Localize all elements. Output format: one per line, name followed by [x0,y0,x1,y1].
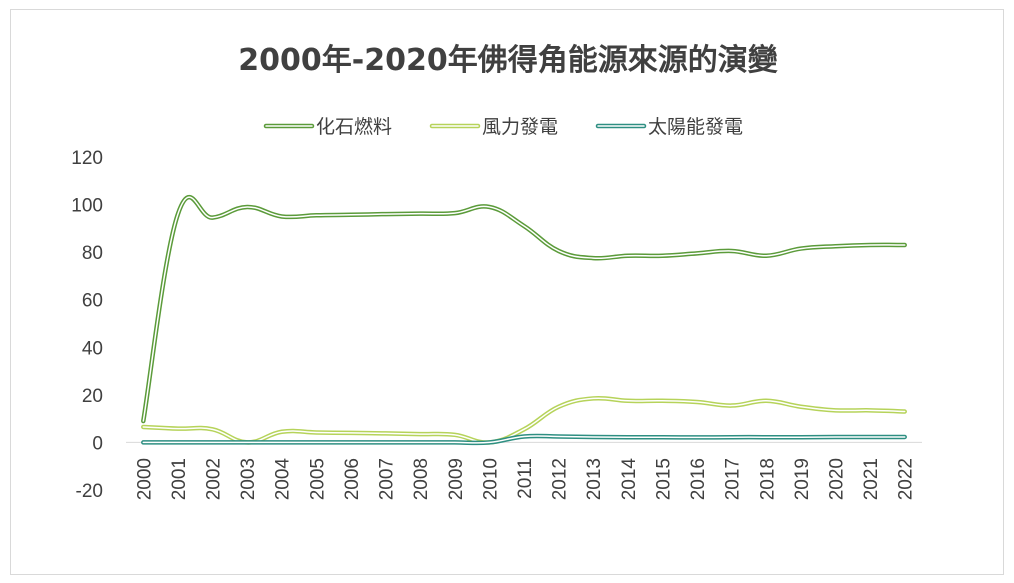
x-tick-label: 2011 [515,458,536,499]
series-line-outline [141,195,907,424]
y-tick-label: 0 [92,433,103,454]
x-tick-label: 2021 [861,458,882,500]
x-tick-label: 2005 [307,458,328,500]
y-tick-label: 120 [71,148,103,169]
x-tick-label: 2000 [134,458,155,500]
x-tick-label: 2007 [377,458,398,500]
chart-title: 2000年-2020年佛得角能源來源的演變 [238,43,777,78]
y-tick-label: 100 [71,196,103,217]
x-tick-label: 2010 [480,458,501,500]
legend-item-2: 風力發電 [429,116,558,138]
series-line-2 [141,395,907,445]
x-tick-label: 2014 [619,458,640,501]
y-tick-label: 60 [82,291,103,312]
x-tick-label: 2015 [653,458,674,500]
x-tick-label: 2019 [792,458,813,500]
series-line-core [142,397,906,444]
x-tick-label: 2013 [584,458,605,500]
x-tick-label: 2022 [896,458,917,500]
series-line-core [142,435,906,444]
chart-frame [10,9,1004,575]
legend-label: 風力發電 [482,116,558,138]
x-tick-label: 2003 [238,458,259,500]
x-tick-label: 2008 [411,458,432,500]
x-tick-label: 2001 [169,458,190,500]
legend-label: 太陽能發電 [648,116,743,138]
y-tick-label: 80 [82,243,103,264]
x-tick-label: 2020 [826,458,847,500]
y-tick-label: -20 [76,481,103,502]
x-axis: 2000 2001 2002 2003 2004 2005 2006 2007 2008 2009… [134,458,916,501]
series-group [141,195,907,446]
legend-item-3: 太陽能發電 [595,116,743,138]
x-tick-label: 2012 [550,458,571,500]
y-axis: -20 0 20 40 60 80 100 120 [71,148,922,502]
x-tick-label: 2004 [273,458,294,501]
x-tick-label: 2009 [446,458,467,500]
x-tick-label: 2002 [204,458,225,500]
y-tick-label: 40 [82,338,103,359]
series-line-core [142,196,906,422]
series-line-1 [141,195,907,424]
x-tick-label: 2006 [342,458,363,500]
y-tick-label: 20 [82,386,103,407]
legend-label: 化石燃料 [316,116,392,138]
x-tick-label: 2016 [688,458,709,500]
x-tick-label: 2018 [757,458,778,500]
legend: 化石燃料 風力發電 太陽能發電 [263,116,743,138]
x-tick-label: 2017 [723,458,744,500]
legend-item-1: 化石燃料 [263,116,392,138]
series-line-3 [141,433,907,446]
